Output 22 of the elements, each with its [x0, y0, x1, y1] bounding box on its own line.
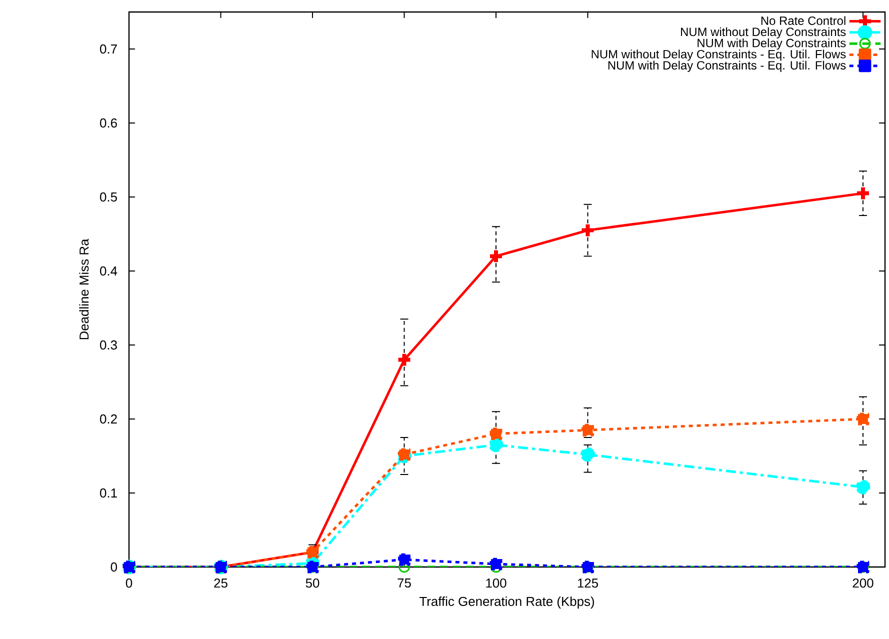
legend-label: No Rate Control: [761, 16, 846, 25]
x-tick-label: 125: [578, 578, 598, 588]
x-tick-label: 50: [306, 578, 320, 588]
y-tick-label: 0.5: [100, 192, 117, 202]
x-tick-label: 200: [852, 578, 874, 588]
x-tick-label: 0: [126, 578, 132, 588]
y-tick-label: 0.2: [100, 414, 117, 424]
x-tick-label: 75: [398, 578, 411, 588]
x-tick-label: 100: [486, 578, 506, 588]
legend-label: NUM with Delay Constraints - Eq. Util. Flows: [608, 60, 846, 72]
x-axis-title: Traffic Generation Rate (Kbps): [419, 596, 594, 609]
y-tick-label: 0: [110, 562, 118, 572]
legend-label: NUM without Delay Constraints: [681, 27, 846, 38]
legend-label: NUM with Delay Constraints: [698, 38, 846, 50]
y-axis-title: Deadline Miss Ra: [79, 238, 89, 340]
y-tick-label: 0.7: [100, 44, 117, 54]
x-tick-label: 25: [214, 578, 228, 588]
y-tick-label: 0.4: [100, 266, 118, 276]
y-tick-label: 0.6: [100, 118, 117, 128]
y-tick-label: 0.3: [100, 340, 117, 350]
y-tick-label: 0.1: [100, 488, 117, 498]
legend-label: NUM without Delay Constraints - Eq. Util. Flows: [592, 50, 846, 61]
